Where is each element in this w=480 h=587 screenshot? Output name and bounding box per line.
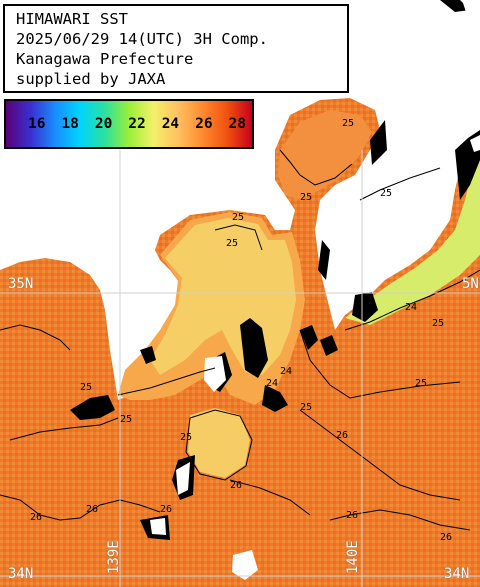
contour-label: 25 [380, 188, 392, 199]
colorbar-tick: 16 [28, 116, 46, 132]
longitude-label-140e: 140E [345, 540, 361, 574]
contour-label: 25 [432, 318, 444, 329]
contour-value-labels: 25 25 25 25 25 25 25 24 24 24 24 25 26 2… [30, 118, 452, 543]
contour-label: 25 [226, 238, 238, 249]
colorbar-tick: 20 [94, 116, 113, 132]
cloud-masks [70, 0, 480, 540]
contour-label: 25 [300, 402, 312, 413]
colorbar-tick: 28 [228, 116, 246, 132]
contour-label: 25 [180, 432, 192, 443]
temperature-colorbar: 16 18 20 22 24 26 28 [4, 99, 254, 149]
contour-label: 24 [405, 302, 417, 313]
colorbar-tick: 26 [195, 116, 213, 132]
latitude-label-34n-right: 34N [444, 566, 470, 582]
contour-label: 26 [440, 532, 452, 543]
contour-label: 25 [300, 192, 312, 203]
longitude-label-139e: 139E [106, 540, 122, 574]
contour-label: 26 [230, 480, 242, 491]
title-box: HIMAWARI SST 2025/06/29 14(UTC) 3H Comp.… [3, 4, 349, 93]
title-line-4: supplied by JAXA [16, 70, 166, 88]
title-line-3: Kanagawa Prefecture [16, 50, 194, 68]
contour-label: 26 [86, 504, 98, 515]
sst-24-patch [188, 408, 250, 478]
isotherms [0, 149, 480, 531]
title-line-1: HIMAWARI SST [16, 10, 128, 28]
contour-label: 25 [80, 382, 92, 393]
islands [150, 0, 480, 580]
latitude-label-35n-right: 5N [462, 276, 479, 292]
contour-label: 25 [120, 414, 132, 425]
contour-label: 26 [346, 510, 358, 521]
graticule [0, 150, 480, 587]
colorbar-tick: 18 [61, 116, 79, 132]
contour-label: 26 [336, 430, 348, 441]
contour-label: 26 [30, 512, 42, 523]
colorbar-tick: 24 [161, 116, 180, 132]
sst-22-zone [345, 150, 480, 325]
contour-label: 24 [252, 332, 264, 343]
latitude-label-34n: 34N [8, 566, 34, 582]
contour-label: 25 [342, 118, 354, 129]
contour-label: 26 [160, 504, 172, 515]
latitude-label-35n: 35N [8, 276, 34, 292]
contour-label: 24 [266, 378, 278, 389]
title-line-2: 2025/06/29 14(UTC) 3H Comp. [16, 30, 268, 48]
tokyo-bay [278, 110, 372, 200]
contour-label: 25 [232, 212, 244, 223]
contour-label: 24 [280, 366, 292, 377]
colorbar-ticks: 16 18 20 22 24 26 28 [28, 116, 246, 132]
contour-label: 25 [415, 378, 427, 389]
colorbar-tick: 22 [128, 116, 146, 132]
